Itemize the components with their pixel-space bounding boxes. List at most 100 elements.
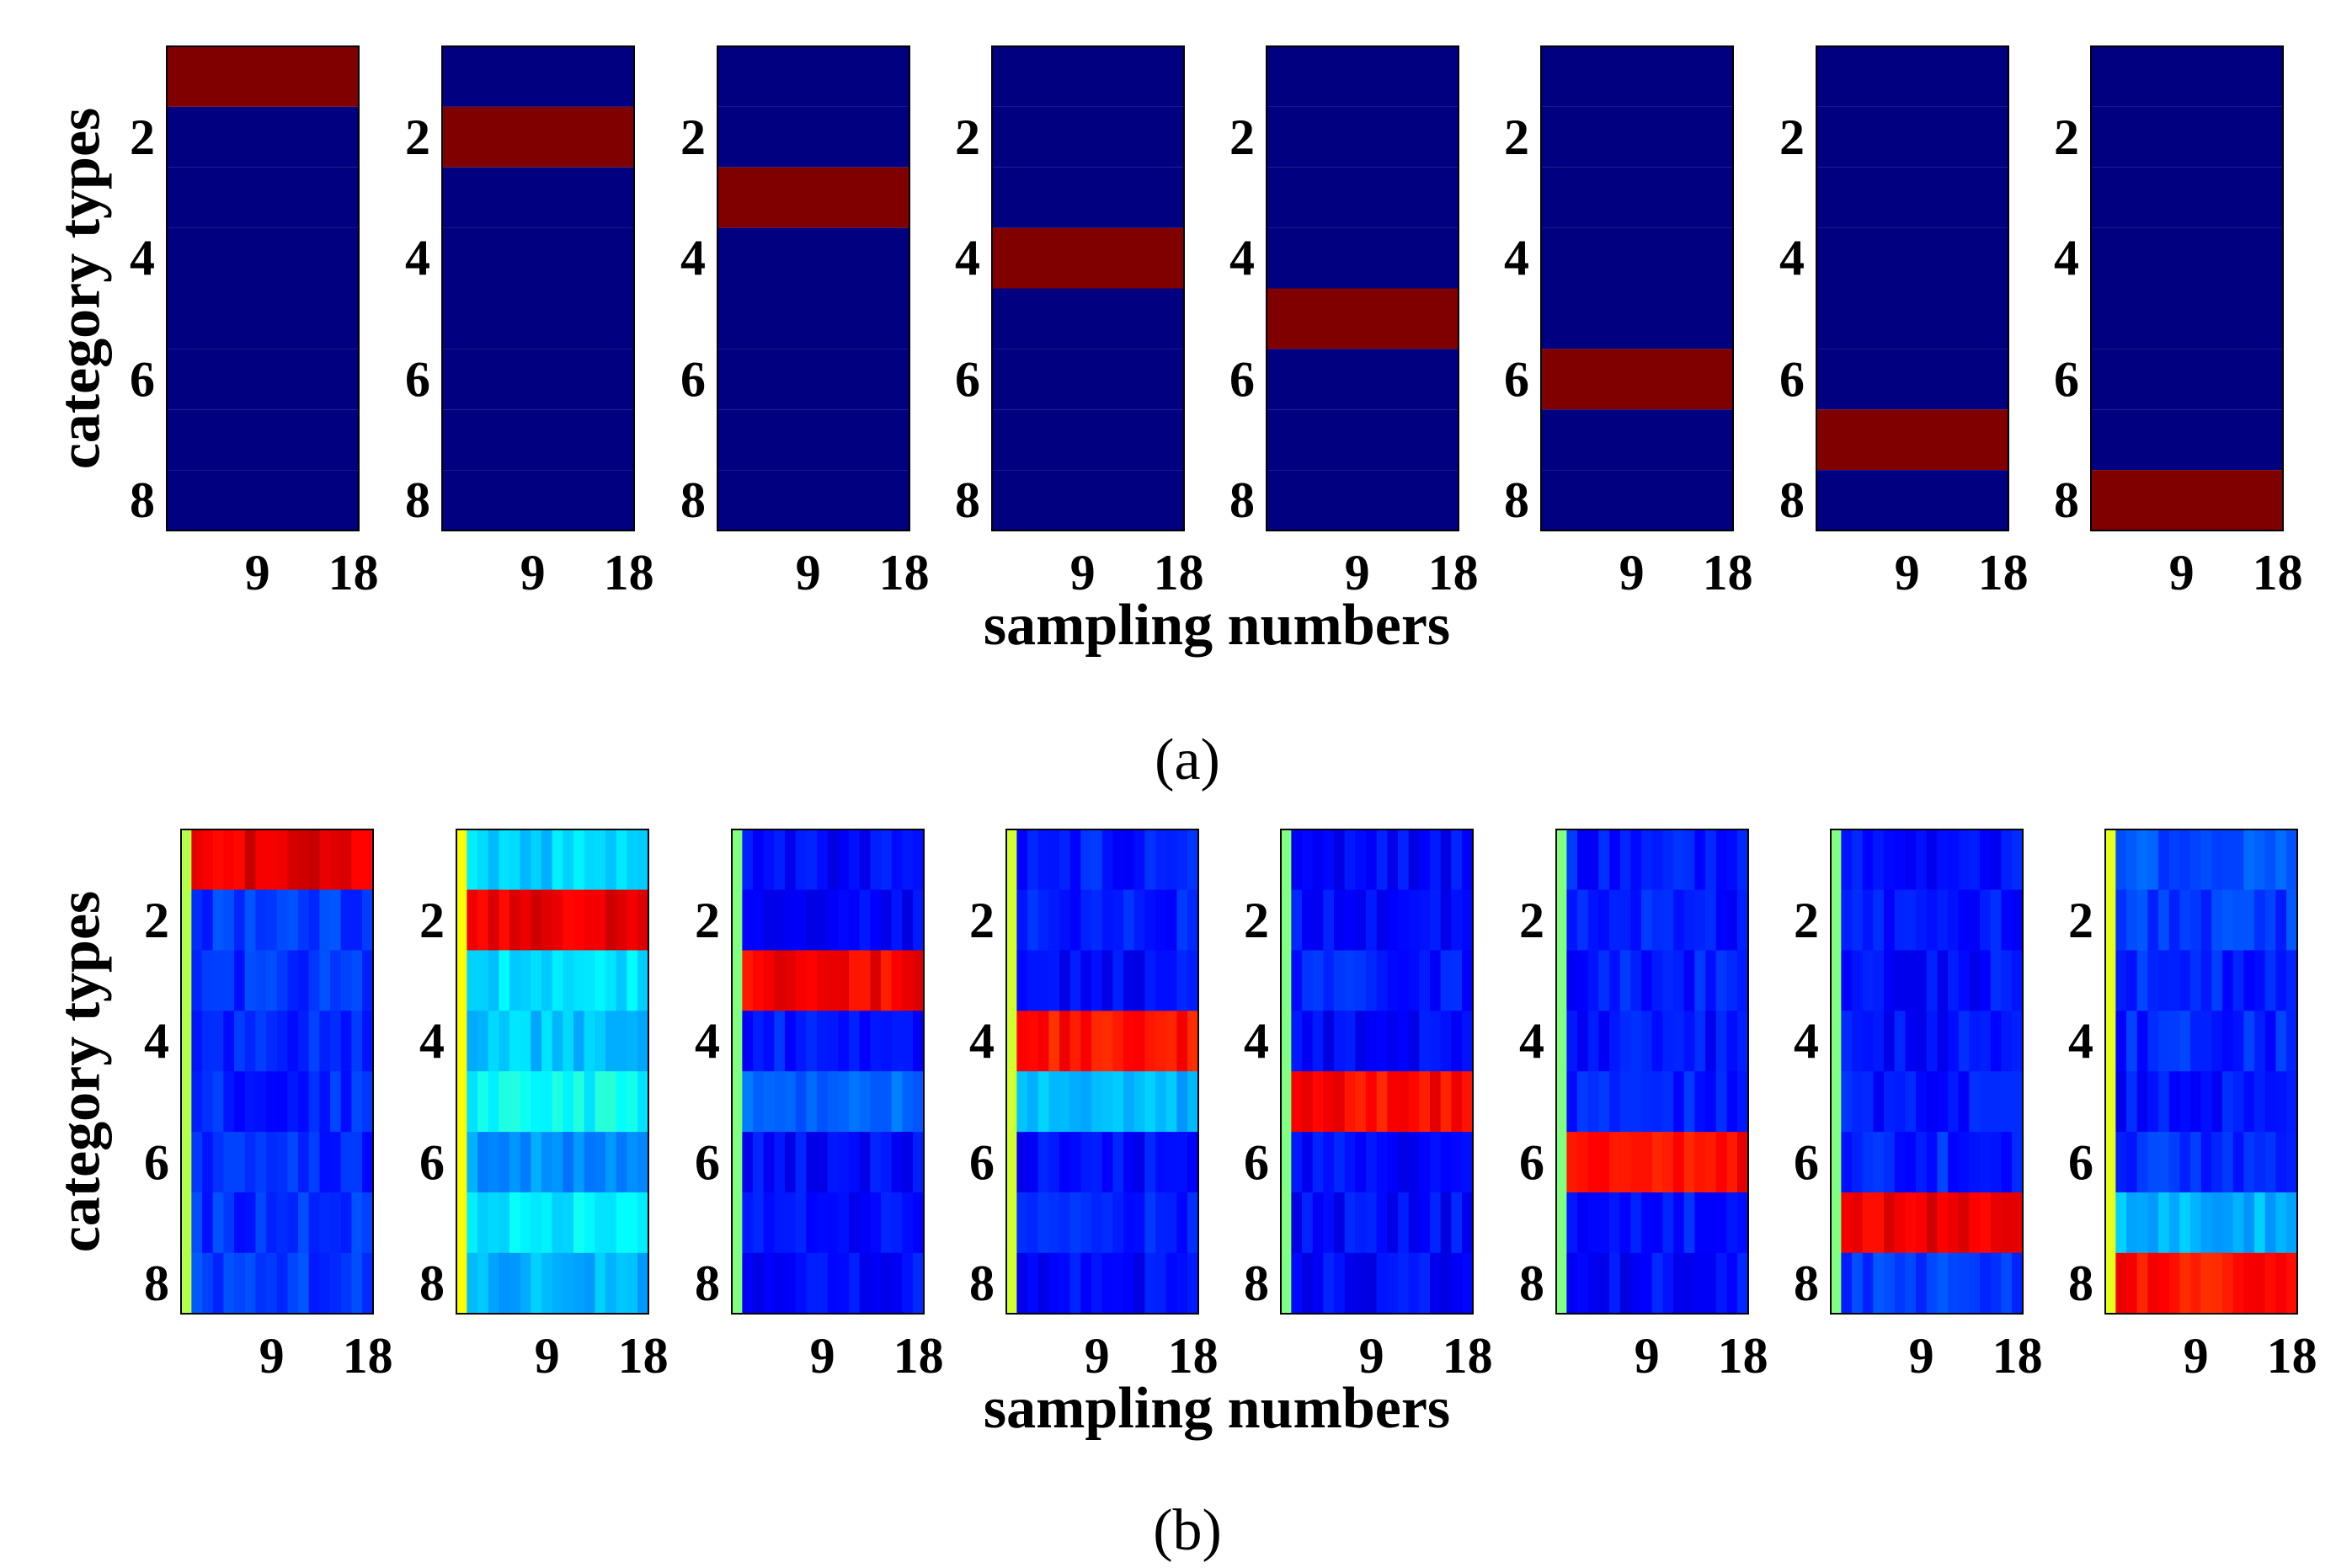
cell-r3-c9 (266, 950, 277, 1011)
y-tick-label: 2 (2068, 893, 2093, 948)
cell-r1-c8 (2179, 829, 2190, 890)
cell-r6-c3 (477, 1132, 488, 1192)
cell-r1-c8 (255, 829, 266, 890)
cell-r1-c14 (1969, 829, 1980, 890)
cell-r3-c16 (2265, 950, 2276, 1011)
cell-r5-c17 (627, 1071, 637, 1132)
cell-r1-c1 (1006, 829, 1017, 890)
cell-r7-c16 (2265, 1192, 2276, 1253)
cell-r6-c2 (1841, 1132, 1852, 1192)
cell-r1-c2 (1291, 829, 1302, 890)
cell-r2-c5 (1873, 890, 1884, 951)
cell-r8-c11 (838, 1253, 849, 1314)
cell-r6-c7 (796, 1132, 807, 1192)
cell-r8-c11 (1387, 1253, 1398, 1314)
cell-r1-c5 (1598, 829, 1609, 890)
cell-r3-c3 (2126, 950, 2137, 1011)
cell-r6-c17 (627, 1132, 637, 1192)
cell-r6-c18 (637, 1132, 648, 1192)
cell-r5-c7 (2169, 1071, 2180, 1132)
cell-r1-c7 (2169, 829, 2180, 890)
cell-r6-c2 (1566, 1132, 1577, 1192)
cell-r5-c14 (319, 1071, 330, 1132)
y-tick-label: 2 (2054, 109, 2079, 165)
cell-r2-c12 (1948, 890, 1959, 951)
cell-r1-c17 (1451, 829, 1462, 890)
cell-r8-c11 (287, 1253, 298, 1314)
cell-r1-c7 (1895, 829, 1906, 890)
cell-r2-c5 (499, 890, 509, 951)
cell-r8-c8 (1080, 1253, 1091, 1314)
cell-r8-c5 (499, 1253, 509, 1314)
cell-r3-c7 (520, 950, 531, 1011)
cell-r1-c17 (351, 829, 362, 890)
cell-r2-c17 (1726, 890, 1737, 951)
cell-r2-c7 (245, 890, 256, 951)
cell-r5-c9 (817, 1071, 828, 1132)
cell-r5-c7 (796, 1071, 807, 1132)
cell-r4-c8 (1630, 1011, 1641, 1071)
y-tick-label: 2 (969, 893, 995, 948)
cell-row-3 (717, 168, 909, 228)
cell-r6-c17 (351, 1132, 362, 1192)
cell-r6-c6 (1334, 1132, 1345, 1192)
cell-row-6 (1267, 349, 1459, 409)
cell-r8-c16 (1166, 1253, 1177, 1314)
cell-r7-c5 (2147, 1192, 2158, 1253)
y-tick-label: 4 (680, 231, 706, 286)
cell-r4-c17 (351, 1011, 362, 1071)
cell-r6-c1 (1006, 1132, 1017, 1192)
cell-r7-c15 (1980, 1192, 1991, 1253)
cell-r5-c5 (774, 1071, 785, 1132)
cell-r5-c2 (1291, 1071, 1302, 1132)
y-tick-label: 4 (1504, 231, 1529, 286)
heatmap-a-3: 24689 18 (680, 46, 930, 600)
cell-r3-c5 (223, 950, 234, 1011)
cell-r6-c16 (1991, 1132, 2002, 1192)
cell-r4-c9 (1641, 1011, 1652, 1071)
cell-r4-c16 (616, 1011, 627, 1071)
cell-r8-c11 (1662, 1253, 1673, 1314)
cell-r1-c13 (1684, 829, 1695, 890)
cell-r2-c16 (1166, 890, 1177, 951)
x-tick-label: 18 (893, 1328, 944, 1384)
cell-row-5 (1267, 289, 1459, 349)
cell-r3-c8 (531, 950, 541, 1011)
y-tick-label: 8 (419, 1256, 445, 1311)
cell-r2-c9 (1916, 890, 1927, 951)
cell-r1-c14 (319, 829, 330, 890)
cell-row-5 (1541, 289, 1733, 349)
cell-r8-c17 (2001, 1253, 2012, 1314)
x-tick-label: 9 (535, 1328, 560, 1384)
cell-r8-c2 (1291, 1253, 1302, 1314)
cell-r3-c5 (2147, 950, 2158, 1011)
cell-r6-c18 (1737, 1132, 1748, 1192)
cell-r2-c2 (191, 890, 202, 951)
cell-r8-c7 (1070, 1253, 1081, 1314)
cell-r8-c5 (1873, 1253, 1884, 1314)
y-tick-label: 4 (1794, 1014, 1819, 1069)
cell-r8-c18 (913, 1253, 924, 1314)
cell-r3-c18 (2286, 950, 2297, 1011)
cell-r2-c14 (2243, 890, 2254, 951)
cell-r3-c8 (2179, 950, 2190, 1011)
cell-r7-c1 (732, 1192, 743, 1253)
cell-r7-c1 (181, 1192, 192, 1253)
cell-r8-c4 (488, 1253, 499, 1314)
cell-row-7 (1541, 409, 1733, 470)
cell-r1-c5 (1048, 829, 1059, 890)
cell-r4-c8 (2179, 1011, 2190, 1071)
cell-r7-c9 (1916, 1192, 1927, 1253)
cell-r6-c7 (1345, 1132, 1356, 1192)
y-tick-label: 8 (695, 1256, 720, 1311)
cell-r6-c3 (1302, 1132, 1313, 1192)
cell-r3-c1 (1556, 950, 1567, 1011)
cell-r3-c3 (753, 950, 764, 1011)
cell-r7-c8 (1905, 1192, 1916, 1253)
cell-r8-c10 (552, 1253, 563, 1314)
cell-r3-c15 (881, 950, 892, 1011)
cell-r5-c9 (1091, 1071, 1102, 1132)
cell-r3-c6 (1609, 950, 1620, 1011)
cell-r2-c11 (1937, 890, 1948, 951)
cell-r1-c12 (1398, 829, 1409, 890)
